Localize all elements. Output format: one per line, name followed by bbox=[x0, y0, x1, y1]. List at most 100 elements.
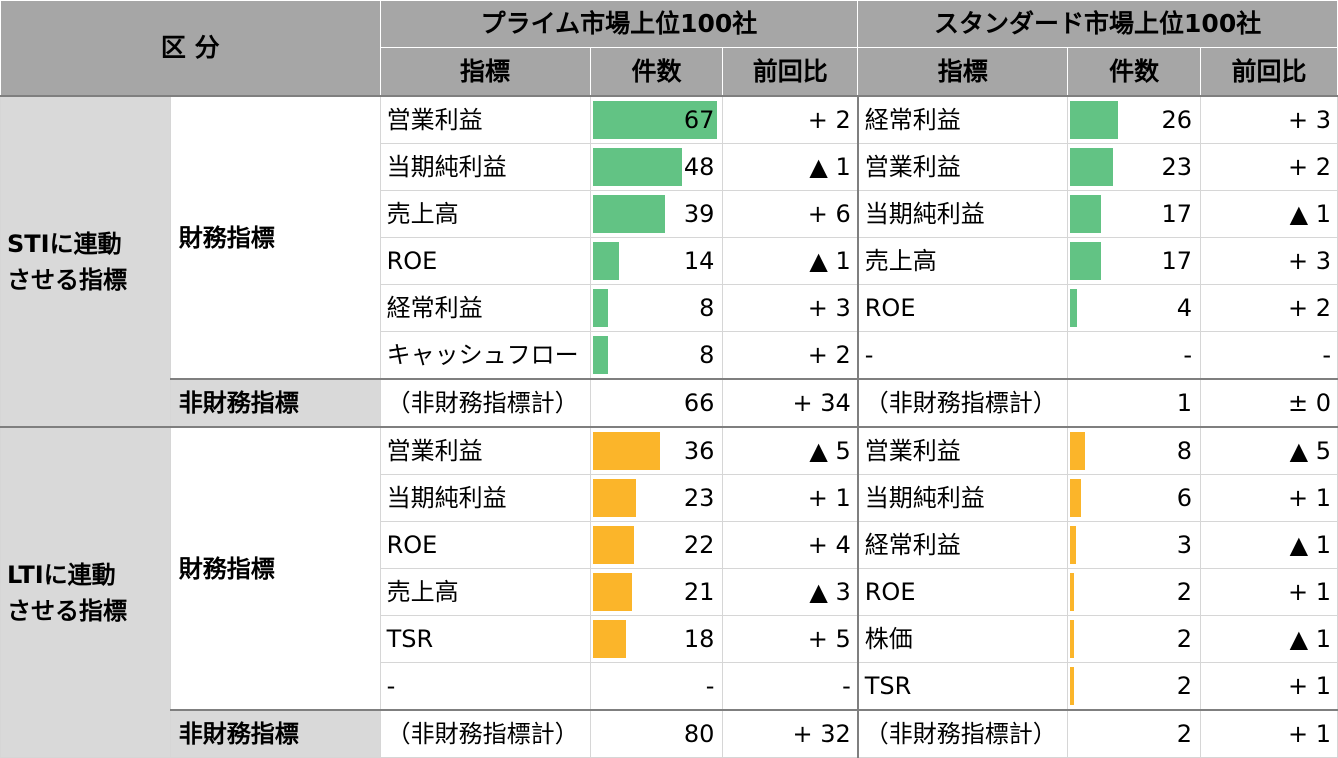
prime-indicator: 営業利益 bbox=[379, 426, 591, 475]
prime-change: + 2 bbox=[722, 95, 859, 144]
prime-change: + 5 bbox=[722, 615, 859, 663]
group-label-line1: STIに連動 bbox=[7, 229, 122, 258]
prime-indicator: キャッシュフロー bbox=[379, 331, 591, 380]
prime-count-value: 48 bbox=[683, 153, 715, 181]
table-row: LTIに連動 させる指標 財務指標 営業利益 36 ▲ 5 営業利益 8 ▲ 5 bbox=[0, 426, 1338, 758]
standard-change: - bbox=[1200, 331, 1338, 380]
prime-change: + 6 bbox=[722, 190, 859, 238]
standard-total-indicator: （非財務指標計） bbox=[857, 709, 1069, 758]
standard-change-header: 前回比 bbox=[1200, 47, 1338, 97]
standard-count-bar bbox=[1070, 620, 1075, 658]
nonfinancial-label: 非財務指標 bbox=[169, 709, 381, 758]
prime-count-value: 23 bbox=[683, 484, 715, 512]
prime-count-value: 39 bbox=[683, 200, 715, 228]
standard-indicator-header: 指標 bbox=[857, 47, 1069, 97]
prime-total-count: 66 bbox=[589, 378, 724, 428]
prime-change: ▲ 1 bbox=[722, 237, 859, 285]
standard-indicator: TSR bbox=[857, 662, 1069, 711]
prime-total-count: 80 bbox=[589, 709, 724, 758]
prime-count-value: 14 bbox=[683, 247, 715, 275]
standard-count-value: 23 bbox=[1161, 153, 1193, 181]
table-row: - - - TSR 2 + 1 bbox=[1, 662, 1338, 711]
standard-count: 4 bbox=[1067, 284, 1202, 332]
prime-count: - bbox=[589, 662, 724, 711]
prime-count-bar bbox=[592, 195, 665, 233]
standard-indicator: 営業利益 bbox=[857, 143, 1069, 191]
table-row: TSR 18 + 5 株価 2 ▲ 1 bbox=[1, 615, 1338, 663]
prime-change: + 1 bbox=[722, 474, 859, 522]
prime-change: + 4 bbox=[722, 521, 859, 569]
group-label-line1: LTIに連動 bbox=[7, 560, 116, 589]
group-label-line2: させる指標 bbox=[7, 596, 127, 625]
standard-count-bar bbox=[1070, 242, 1102, 280]
standard-count-value: 17 bbox=[1161, 247, 1193, 275]
prime-count-header: 件数 bbox=[589, 47, 724, 97]
prime-count: 8 bbox=[589, 331, 724, 380]
standard-count-value: 2 bbox=[1176, 672, 1193, 700]
standard-indicator: 経常利益 bbox=[857, 95, 1069, 144]
table-row: 売上高 21 ▲ 3 ROE 2 + 1 bbox=[1, 568, 1338, 616]
prime-indicator-header: 指標 bbox=[379, 47, 591, 97]
prime-count: 39 bbox=[589, 190, 724, 238]
standard-total-change: ± 0 bbox=[1200, 378, 1338, 428]
financial-label: 財務指標 bbox=[169, 95, 381, 380]
standard-indicator: ROE bbox=[857, 284, 1069, 332]
table-row-total: 非財務指標 （非財務指標計） 66 + 34 （非財務指標計） 1 ± 0 bbox=[1, 378, 1338, 428]
standard-total-count: 2 bbox=[1067, 709, 1202, 758]
prime-indicator: - bbox=[379, 662, 591, 711]
prime-indicator: 売上高 bbox=[379, 568, 591, 616]
standard-count-header: 件数 bbox=[1067, 47, 1202, 97]
prime-count-bar bbox=[592, 148, 682, 186]
standard-count: 2 bbox=[1067, 568, 1202, 616]
standard-total-count: 1 bbox=[1067, 378, 1202, 428]
standard-count: 6 bbox=[1067, 474, 1202, 522]
standard-indicator: 当期純利益 bbox=[857, 474, 1069, 522]
prime-count-value: - bbox=[705, 672, 715, 700]
table-row: キャッシュフロー 8 + 2--- bbox=[1, 331, 1338, 380]
standard-change: + 2 bbox=[1200, 284, 1338, 332]
prime-change: ▲ 5 bbox=[722, 426, 859, 475]
table-body: STIに連動 させる指標 財務指標 営業利益 67 + 2 経常利益 26 + 3 当期純利益 48… bbox=[0, 95, 1338, 758]
standard-count-value: 6 bbox=[1176, 484, 1193, 512]
table-row: 売上高 39 + 6 当期純利益 17 ▲ 1 bbox=[1, 190, 1338, 238]
standard-count: 8 bbox=[1067, 426, 1202, 475]
standard-count: - bbox=[1067, 331, 1202, 380]
standard-count-bar bbox=[1070, 479, 1082, 517]
prime-count-bar bbox=[592, 336, 608, 374]
prime-count-value: 22 bbox=[683, 531, 715, 559]
prime-change: ▲ 3 bbox=[722, 568, 859, 616]
standard-count-bar bbox=[1070, 573, 1075, 611]
standard-count-bar bbox=[1070, 526, 1077, 564]
standard-market-header: スタンダード市場上位100社 bbox=[857, 0, 1338, 49]
group-label: STIに連動 させる指標 bbox=[0, 95, 171, 428]
prime-indicator: ROE bbox=[379, 521, 591, 569]
prime-count: 18 bbox=[589, 615, 724, 663]
standard-count-value: 17 bbox=[1161, 200, 1193, 228]
standard-count-value: 26 bbox=[1161, 106, 1193, 134]
prime-count: 67 bbox=[589, 95, 724, 144]
prime-count-value: 18 bbox=[683, 625, 715, 653]
table-row: 当期純利益 48 ▲ 1 営業利益 23 + 2 bbox=[1, 143, 1338, 191]
prime-count: 8 bbox=[589, 284, 724, 332]
standard-count: 17 bbox=[1067, 190, 1202, 238]
standard-indicator: - bbox=[857, 331, 1069, 380]
nonfinancial-label: 非財務指標 bbox=[169, 378, 381, 428]
standard-total-indicator: （非財務指標計） bbox=[857, 378, 1069, 428]
standard-count-value: 8 bbox=[1176, 437, 1193, 465]
standard-count: 2 bbox=[1067, 662, 1202, 711]
table-row-total: 非財務指標 （非財務指標計） 80 + 32 （非財務指標計） 2 + 1 bbox=[1, 709, 1338, 758]
standard-count-value: - bbox=[1183, 341, 1193, 369]
financial-label: 財務指標 bbox=[169, 426, 381, 711]
standard-count: 17 bbox=[1067, 237, 1202, 285]
prime-count-value: 36 bbox=[683, 437, 715, 465]
category-header: 区 分 bbox=[0, 0, 381, 97]
standard-change: + 1 bbox=[1200, 568, 1338, 616]
prime-indicator: TSR bbox=[379, 615, 591, 663]
group-label: LTIに連動 させる指標 bbox=[0, 426, 171, 758]
standard-change: ▲ 5 bbox=[1200, 426, 1338, 475]
standard-indicator: 当期純利益 bbox=[857, 190, 1069, 238]
standard-count-bar bbox=[1070, 667, 1075, 705]
standard-change: + 3 bbox=[1200, 237, 1338, 285]
standard-count: 23 bbox=[1067, 143, 1202, 191]
standard-total-change: + 1 bbox=[1200, 709, 1338, 758]
